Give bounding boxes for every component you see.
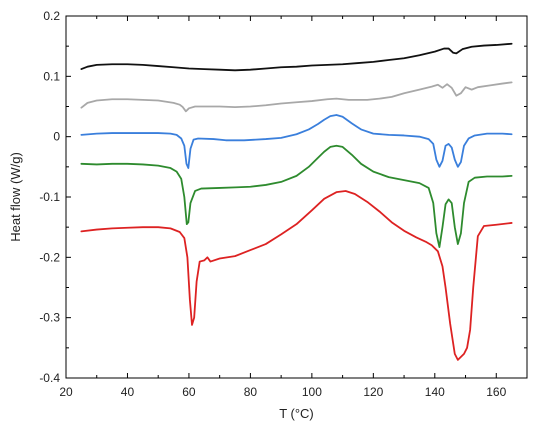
- x-tick-label: 80: [244, 385, 258, 399]
- y-tick-label: -0.3: [39, 311, 60, 325]
- x-tick-label: 140: [425, 385, 445, 399]
- x-tick-label: 20: [59, 385, 73, 399]
- series-line-1: [80, 42, 513, 72]
- y-tick-label: 0: [53, 130, 60, 144]
- series-line-5: [80, 190, 513, 361]
- series-line-4: [80, 144, 513, 248]
- y-tick-label: -0.1: [39, 190, 60, 204]
- x-tick-label: 60: [182, 385, 196, 399]
- y-axis-title: Heat flow (W/g): [8, 152, 23, 242]
- y-tick-label: -0.2: [39, 250, 60, 264]
- plot-area: [65, 15, 528, 379]
- y-tick-label: -0.4: [39, 371, 60, 385]
- series-line-2: [80, 81, 513, 113]
- series-line-3: [80, 114, 513, 169]
- x-axis-ticks: 20 40 60 80 100 120 140 160: [59, 16, 507, 399]
- x-tick-label: 160: [486, 385, 506, 399]
- plot-frame: [65, 15, 528, 379]
- x-tick-label: 40: [121, 385, 135, 399]
- curves: [80, 42, 513, 361]
- y-tick-label: 0.1: [43, 69, 60, 83]
- x-tick-label: 100: [302, 385, 322, 399]
- x-tick-label: 120: [363, 385, 383, 399]
- y-axis-ticks: 0.2 0.1 0 -0.1 -0.2 -0.3 -0.4: [39, 9, 527, 385]
- x-axis-title: T (°C): [279, 406, 314, 421]
- y-tick-label: 0.2: [43, 9, 60, 23]
